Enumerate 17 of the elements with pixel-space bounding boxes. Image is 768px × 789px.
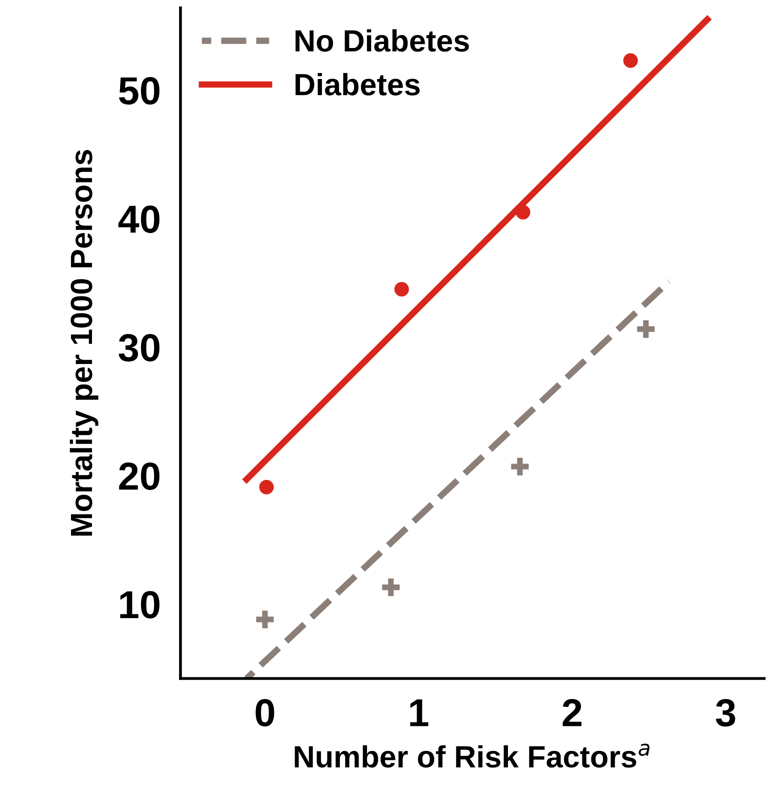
x-tick-label: 0 [256,699,274,727]
y-tick-label: 50 [118,77,160,105]
legend-label: No Diabetes [296,29,469,52]
x-tick-label: 3 [716,699,736,727]
y-tick-label: 30 [118,334,160,362]
y-tick-label: 10 [120,590,160,618]
point [394,282,409,297]
x-tick-label: 1 [410,699,428,726]
y-axis-title: Mortality per 1000 Persons [70,150,98,536]
point [623,53,638,68]
legend-label: Diabetes [296,73,420,96]
x-axis-title: Number of Risk Factors$^{a}$ [294,744,650,768]
x-tick-label: 2 [562,699,582,726]
point [516,204,530,220]
y-tick-label: 40 [118,206,160,234]
y-tick-label: 20 [119,462,160,490]
point [259,480,274,494]
